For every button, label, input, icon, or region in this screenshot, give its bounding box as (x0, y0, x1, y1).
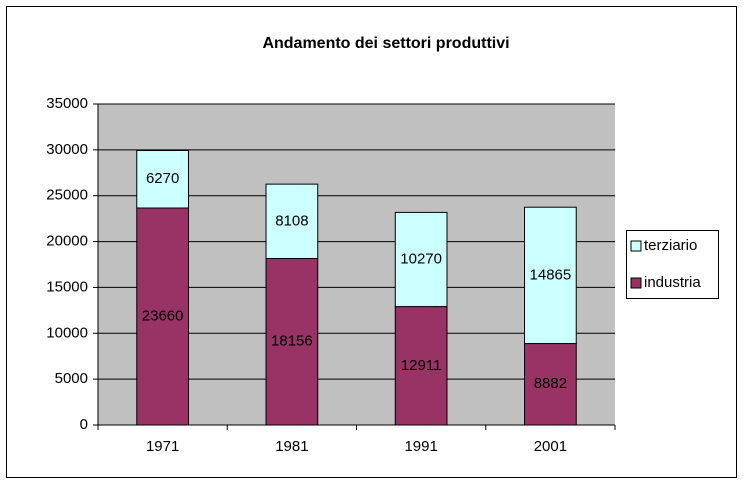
data-label: 10270 (400, 250, 442, 267)
y-tick-label: 30000 (46, 141, 88, 158)
y-tick-label: 35000 (46, 95, 88, 112)
bar-segment (265, 183, 319, 259)
data-label: 14865 (530, 266, 572, 283)
legend-label: terziario (644, 237, 697, 254)
bar-segment (136, 149, 189, 209)
x-tick-label: 2001 (534, 438, 567, 455)
y-tick-label: 5000 (55, 370, 88, 387)
x-tick-label: 1981 (275, 438, 308, 455)
legend-swatch (630, 240, 642, 252)
y-tick-label: 15000 (46, 278, 88, 295)
legend-box (626, 230, 719, 299)
bar-segment (394, 211, 448, 308)
data-label: 12911 (401, 357, 442, 374)
data-label: 8882 (534, 375, 567, 392)
chart-title: Andamento dei settori produttivi (262, 35, 509, 52)
bar-segment (394, 306, 448, 426)
legend-label: industria (644, 274, 701, 291)
legend-swatch (630, 277, 642, 289)
data-label: 18156 (271, 333, 313, 350)
data-label: 23660 (142, 307, 184, 324)
data-label: 6270 (146, 170, 179, 187)
y-tick-label: 0 (80, 416, 88, 433)
x-tick-label: 1971 (146, 438, 179, 455)
y-tick-label: 25000 (46, 187, 88, 204)
y-tick-label: 10000 (46, 324, 88, 341)
bar-segment (524, 343, 577, 426)
x-tick-label: 1991 (404, 438, 437, 455)
bar-segment (265, 257, 319, 426)
bar-segment (136, 207, 189, 426)
data-label: 8108 (275, 212, 308, 229)
bar-segment (524, 206, 577, 345)
y-tick-label: 20000 (46, 233, 88, 250)
